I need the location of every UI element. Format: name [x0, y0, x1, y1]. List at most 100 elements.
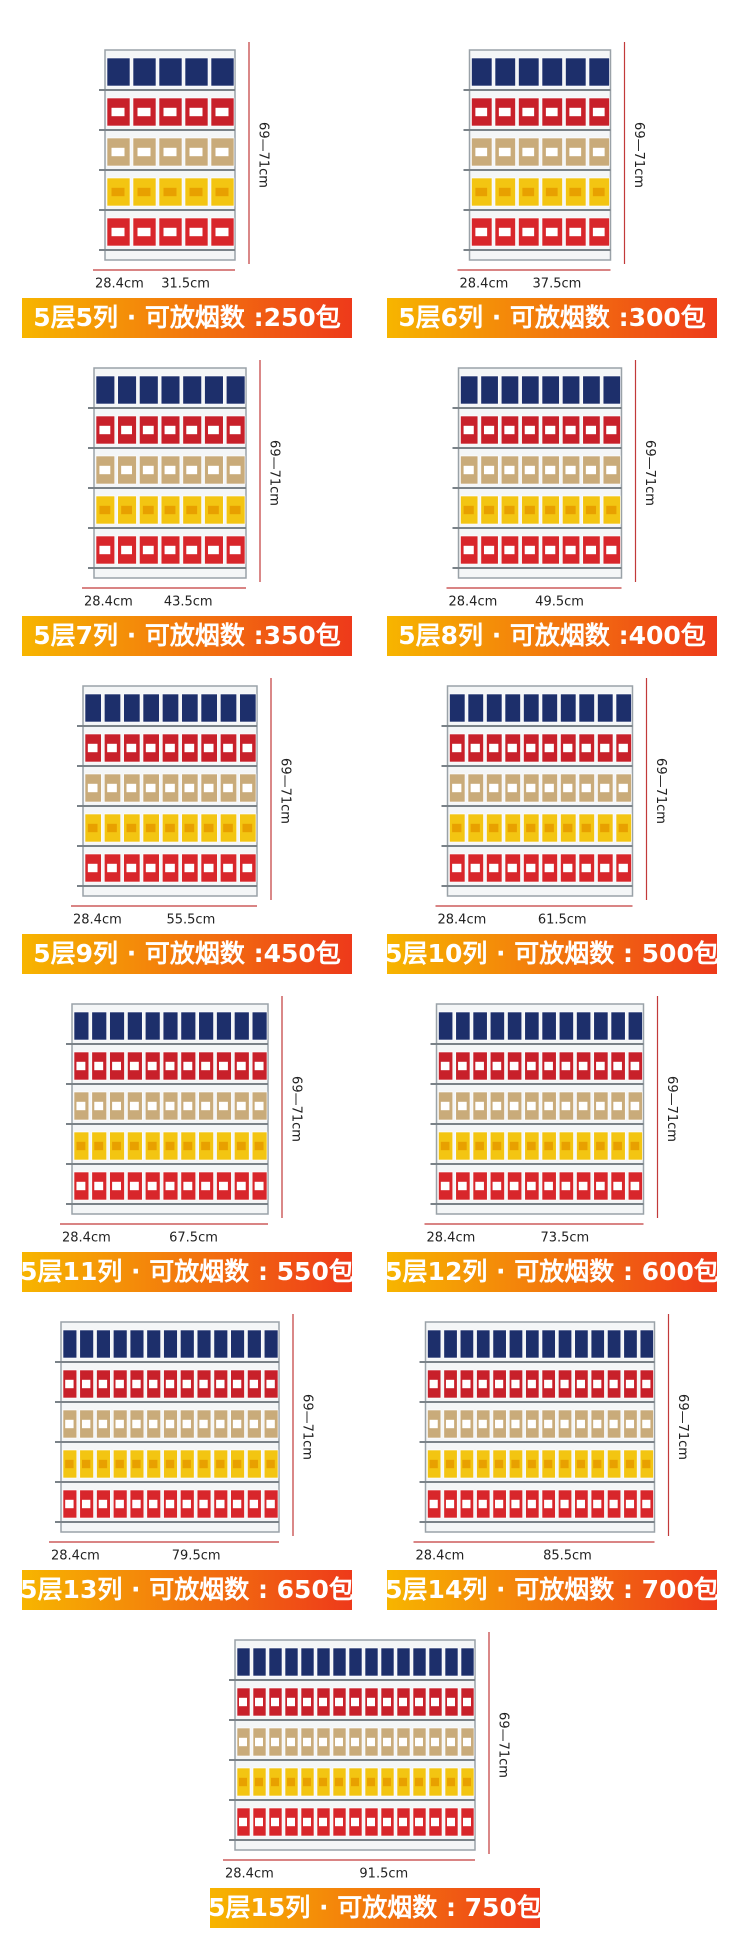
pack	[507, 1011, 523, 1041]
pack-label	[569, 227, 582, 237]
pack-label	[524, 425, 535, 435]
pack	[518, 57, 540, 87]
pack-label	[524, 545, 535, 555]
pack-label	[319, 1777, 327, 1787]
banner-text: 5层5列 · 可放烟数 :250包	[33, 303, 341, 332]
pack-label	[509, 1141, 519, 1151]
pack-label	[600, 743, 610, 753]
pack	[316, 1647, 331, 1677]
pack-label	[613, 1061, 622, 1071]
pack-label	[585, 505, 597, 515]
pack-label	[569, 107, 582, 117]
pack-label	[254, 1061, 264, 1071]
pack-label	[223, 863, 233, 873]
pack-label	[189, 187, 203, 197]
pack-label	[249, 1419, 259, 1429]
pack-label	[111, 147, 125, 157]
pack-label	[94, 1061, 104, 1071]
pack-label	[544, 823, 554, 833]
pack-label	[208, 545, 219, 555]
pack-label	[545, 545, 556, 555]
pack-label	[165, 1459, 175, 1469]
pack-label	[544, 743, 554, 753]
pack-label	[507, 823, 517, 833]
pack-label	[199, 1379, 208, 1389]
pack	[444, 1647, 459, 1677]
pack	[139, 375, 159, 405]
pack	[396, 1647, 411, 1677]
pack-label	[229, 465, 241, 475]
pack-label	[189, 107, 203, 117]
pack-label	[76, 1181, 86, 1191]
pack-label	[504, 425, 515, 435]
pack-label	[255, 1737, 263, 1747]
width-label: 61.5cm	[538, 913, 587, 928]
pack-label	[232, 1419, 242, 1429]
pack-label	[415, 1737, 423, 1747]
pack-label	[303, 1777, 311, 1787]
pack	[486, 693, 503, 723]
pack-label	[236, 1061, 246, 1071]
height-label: 69—71cm	[267, 440, 282, 506]
pack-label	[565, 505, 576, 515]
pack	[96, 1329, 111, 1359]
pack-label	[445, 1499, 455, 1509]
pack-label	[99, 505, 111, 515]
pack	[84, 693, 102, 723]
pack	[427, 1329, 442, 1359]
pack-label	[544, 1419, 553, 1429]
pack-label	[129, 1141, 139, 1151]
pack-label	[186, 425, 198, 435]
pack-label	[107, 783, 117, 793]
pack-label	[561, 1061, 571, 1071]
pack-label	[111, 227, 125, 237]
pack-label	[208, 465, 219, 475]
height-label: 69—71cm	[278, 758, 293, 824]
pack	[146, 1329, 161, 1359]
banner-text: 5层9列 · 可放烟数 :450包	[33, 939, 341, 968]
pack-label	[98, 1379, 108, 1389]
width-label: 55.5cm	[166, 913, 215, 928]
height-label: 69—71cm	[675, 1394, 690, 1460]
pack-label	[526, 743, 536, 753]
pack	[123, 693, 141, 723]
pack	[300, 1647, 315, 1677]
pack-label	[606, 465, 617, 475]
pack-label	[642, 1379, 651, 1389]
pack-label	[94, 1181, 104, 1191]
pack-label	[163, 107, 177, 117]
pack-label	[483, 505, 495, 515]
pack-label	[199, 1499, 208, 1509]
width-label: 49.5cm	[535, 595, 584, 610]
pack-label	[489, 823, 499, 833]
pack-label	[164, 425, 176, 435]
pack-label	[440, 1061, 450, 1071]
pack-label	[489, 743, 499, 753]
pack-label	[383, 1817, 391, 1827]
pack-label	[544, 863, 554, 873]
pack-label	[203, 743, 214, 753]
pack-label	[94, 1101, 104, 1111]
pack-label	[254, 1101, 264, 1111]
pack-label	[87, 863, 98, 873]
pack-label	[415, 1817, 423, 1827]
pack	[234, 1011, 250, 1041]
pack	[460, 1647, 475, 1677]
shelf-item: 69—71cm 28.4cm 79.5cm 5层13列 · 可放烟数 : 650包	[20, 1314, 354, 1610]
pack-label	[147, 1181, 157, 1191]
pack	[476, 1329, 491, 1359]
pack-label	[186, 545, 198, 555]
pack-label	[483, 545, 495, 555]
pack-label	[581, 743, 591, 753]
pack	[494, 57, 516, 87]
pack-label	[132, 1499, 141, 1509]
shelf-item: 69—71cm 28.4cm 43.5cm 5层7列 · 可放烟数 :350包	[22, 360, 352, 656]
pack-label	[145, 783, 156, 793]
pack-label	[121, 505, 132, 515]
pack-label	[81, 1379, 91, 1389]
pack-label	[351, 1817, 359, 1827]
pack	[467, 693, 484, 723]
pack-label	[287, 1777, 295, 1787]
pack-label	[593, 1499, 602, 1509]
pack-label	[229, 425, 241, 435]
